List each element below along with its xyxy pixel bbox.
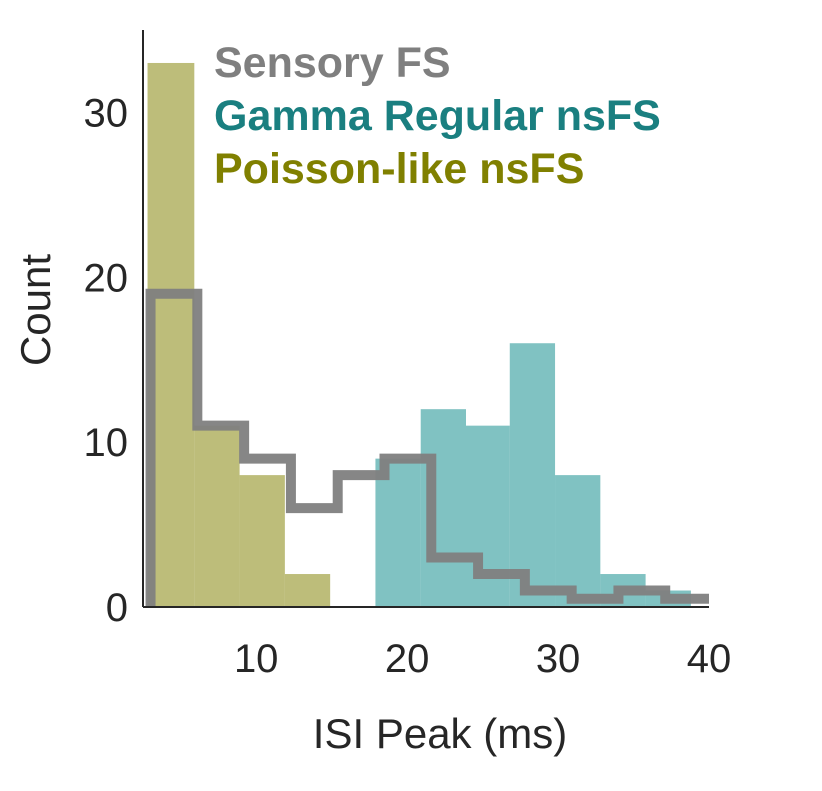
y-tick-label-10: 10: [84, 421, 129, 465]
legend-entry-poisson-like-nsfs: Poisson-like nsFS: [214, 145, 584, 193]
poisson-like-nsfs-bar-1: [194, 425, 240, 607]
poisson-like-nsfs-bar-3: [284, 574, 331, 607]
x-axis-label: ISI Peak (ms): [313, 710, 567, 757]
y-tick-label-20: 20: [84, 256, 129, 300]
gamma-regular-nsfs-bar-0: [375, 458, 421, 607]
poisson-like-nsfs-bar-2: [239, 475, 285, 607]
gamma-regular-nsfs-bar-4: [555, 475, 601, 607]
x-tick-label-10: 10: [234, 637, 279, 681]
x-tick-label-20: 20: [385, 637, 430, 681]
sensory-fs-step-layer: [145, 288, 709, 607]
histogram-bars: [147, 62, 691, 607]
x-tick-label-40: 40: [687, 637, 732, 681]
legend: Sensory FS Gamma Regular nsFS Poisson-like…: [214, 39, 661, 193]
gamma-regular-nsfs-bar-2: [465, 425, 510, 607]
y-axis-label: Count: [12, 254, 59, 366]
axes: [142, 30, 709, 608]
x-tick-label-30: 30: [536, 637, 581, 681]
tick-labels: 10 20 30 40 0 10 20 30: [84, 91, 732, 681]
y-tick-label-30: 30: [84, 91, 129, 135]
legend-entry-gamma-regular-nsfs: Gamma Regular nsFS: [214, 92, 661, 140]
sensory-fs-step-line: [145, 288, 709, 607]
y-tick-label-0: 0: [106, 586, 128, 630]
gamma-regular-nsfs-bar-3: [509, 343, 556, 607]
legend-entry-sensory-fs: Sensory FS: [214, 39, 451, 87]
